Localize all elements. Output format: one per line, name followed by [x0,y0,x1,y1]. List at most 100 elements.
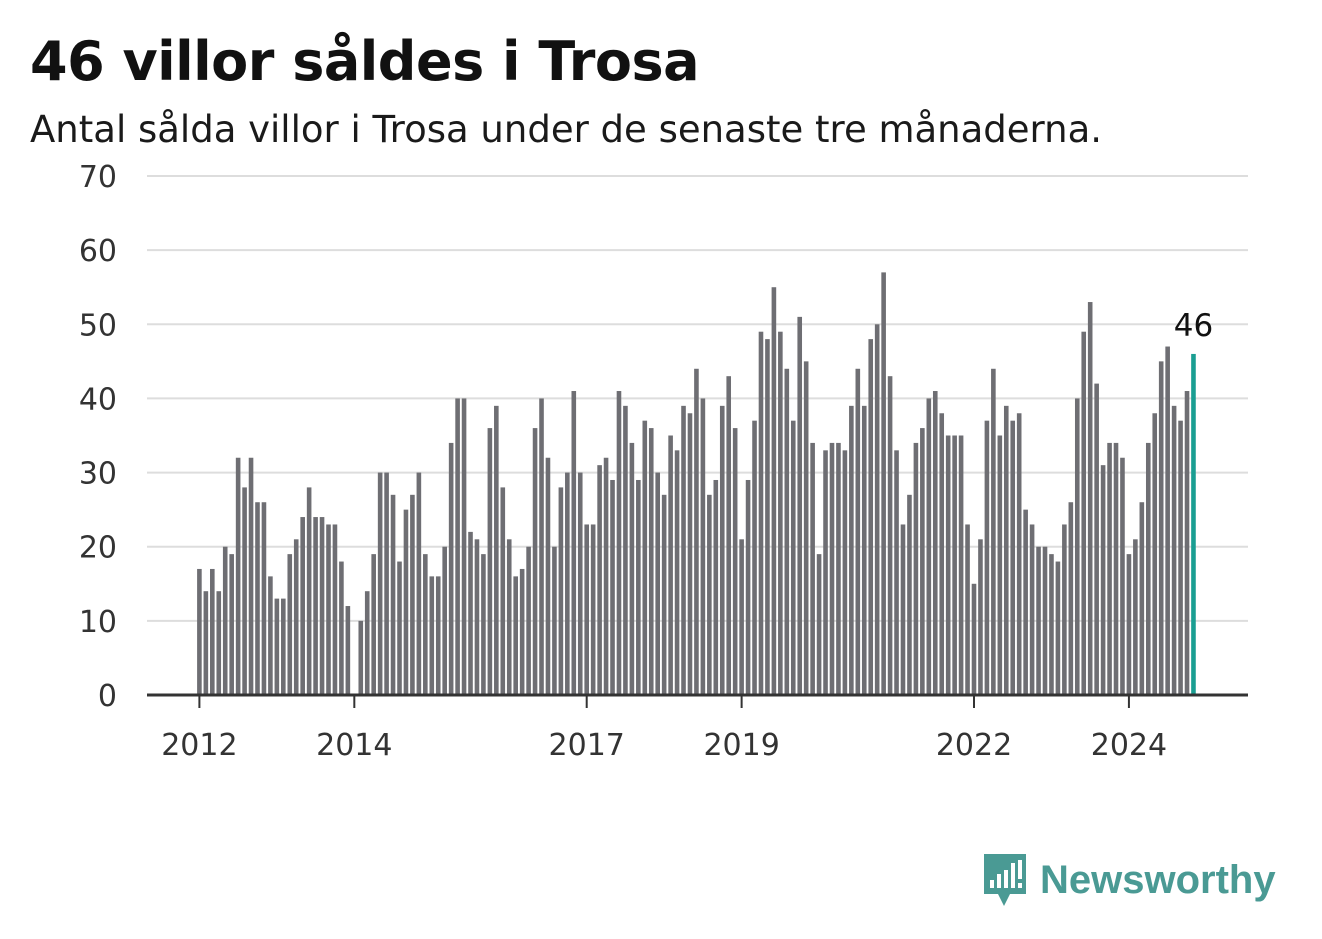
bar [687,413,693,695]
bar [603,457,609,695]
bar [500,487,506,695]
bar [203,591,209,695]
bar [623,405,628,695]
y-tick-label: 0 [98,679,117,714]
bar [358,620,364,695]
bar [474,539,480,695]
bar [577,472,583,695]
x-axis-ticks: 2012 2014 2017 2019 2022 2024 [161,695,1167,763]
bar [319,517,325,695]
x-tick-label: 2012 [161,728,237,763]
bar [571,391,577,695]
bar [790,420,796,695]
bar [887,376,893,695]
bar [1016,413,1022,695]
bar [1184,391,1190,695]
bar [1120,457,1125,695]
bar [300,517,305,695]
bar [1139,502,1145,695]
bar [958,435,964,695]
chart-title: 46 villor såldes i Trosa [30,30,700,93]
bar [1158,361,1164,695]
bar [965,524,970,695]
bar [803,361,809,695]
y-tick-label: 50 [79,308,117,343]
bar [565,472,570,695]
bar [894,450,899,695]
bar [810,442,815,695]
bar [403,509,409,695]
bar [1178,420,1183,695]
bar [539,398,544,695]
bar [281,598,286,695]
bar [668,435,673,695]
bar [293,539,299,695]
bar [526,546,531,695]
bar [1023,509,1028,695]
bar [1133,539,1138,695]
bar [913,442,919,695]
bar [255,502,260,695]
bar [849,405,854,695]
bar [745,479,751,695]
bar [829,442,835,695]
bar [487,428,493,695]
bar-chart: 0 10 20 30 40 50 60 70 2012 2014 2017 2019 2022 2024… [79,160,1248,763]
bar [881,272,886,695]
bar [494,405,499,695]
bar [758,331,764,695]
bar [197,568,202,695]
bar [584,524,589,695]
bar [1107,442,1112,695]
bar [210,568,215,695]
bar [868,339,874,695]
bar [481,554,486,695]
bar [287,554,293,695]
bar [1062,524,1067,695]
bar [752,420,757,695]
bar [364,591,370,695]
bar [997,435,1003,695]
bar [461,398,467,695]
bar [326,524,331,695]
bar [429,576,435,695]
bar [377,472,383,695]
bar [674,450,680,695]
bar [816,554,822,695]
bar [719,405,725,695]
bar [939,413,945,695]
bar [726,376,732,695]
bar [532,428,538,695]
bar [552,546,557,695]
bar [410,494,415,695]
bar [1087,302,1093,695]
bar [1152,413,1158,695]
bar [932,391,938,695]
bar [313,517,318,695]
bar [907,494,912,695]
bar [1145,442,1151,695]
bar [274,598,280,695]
bar [384,472,389,695]
bar [590,524,596,695]
bar [519,568,525,695]
y-tick-label: 70 [79,160,117,195]
bar [345,606,351,695]
bar [952,435,957,695]
bar [1074,398,1080,695]
bar [1049,554,1054,695]
chart-subtitle: Antal sålda villor i Trosa under de sena… [30,108,1103,151]
bar [1081,331,1087,695]
y-tick-label: 40 [79,382,117,417]
bar [978,539,983,695]
bar [778,331,783,695]
bar [423,554,428,695]
bar [642,420,648,695]
bar [448,442,454,695]
x-tick-label: 2017 [549,728,625,763]
bar [707,494,712,695]
bar [1100,465,1106,695]
bar [616,391,622,695]
x-tick-label: 2014 [316,728,392,763]
bar [435,576,441,695]
